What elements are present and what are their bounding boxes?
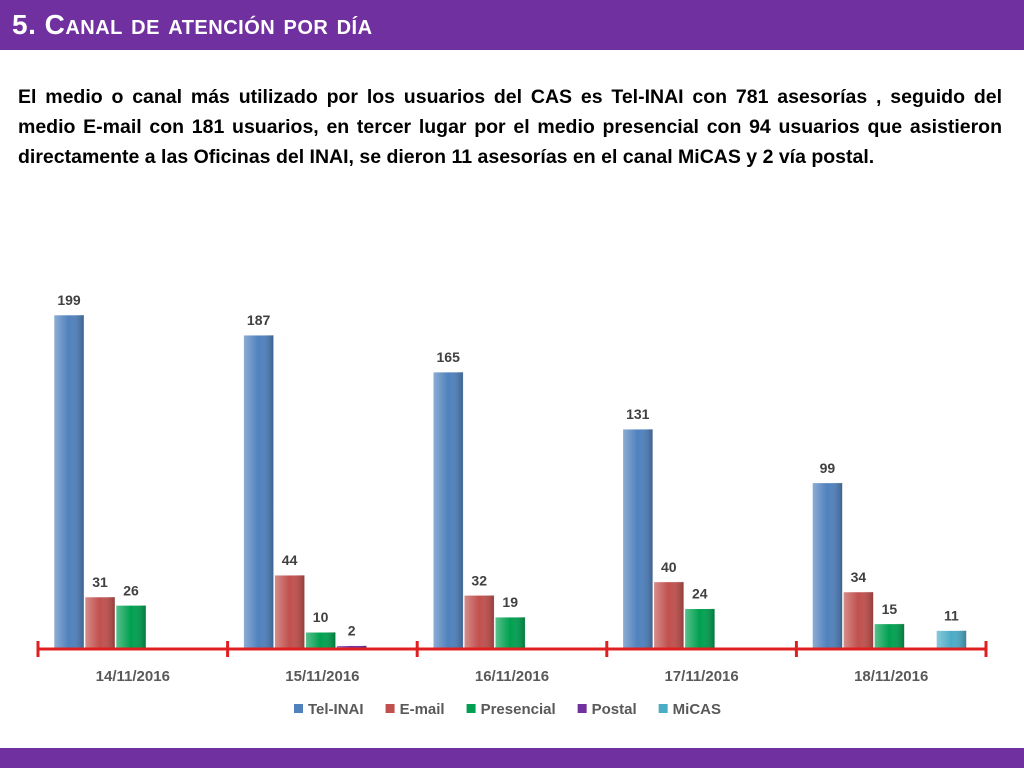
bar-shade xyxy=(243,335,274,649)
bar-shade xyxy=(843,591,874,649)
legend-entry: E-mail xyxy=(400,701,445,718)
bar-shade xyxy=(85,596,115,649)
data-label: 187 xyxy=(247,312,271,328)
intro-paragraph: El medio o canal más utilizado por los u… xyxy=(18,86,1002,168)
bar-shade xyxy=(464,595,495,649)
legend-swatch xyxy=(577,704,587,713)
data-label: 34 xyxy=(851,569,867,585)
data-label: 11 xyxy=(944,608,959,624)
legend-entry: Presencial xyxy=(481,701,556,718)
bar-shade xyxy=(116,605,146,649)
page-title: 5. Canal de atención por día xyxy=(12,9,373,40)
bar-shade xyxy=(336,645,367,649)
title-bar: 5. Canal de atención por día xyxy=(0,0,1024,50)
x-tick-label: 14/11/2016 xyxy=(96,668,170,685)
bottom-bar xyxy=(0,748,1024,768)
bar-shade xyxy=(812,482,843,649)
bar-shade xyxy=(622,429,653,649)
labels-layer: 199 187 165 131 99 31 44 32 40 34 26 10 19 24 15 2 11 xyxy=(57,292,959,639)
legend-swatch xyxy=(385,704,395,713)
bar-shade xyxy=(305,632,336,649)
bar-shade xyxy=(495,617,526,649)
x-tick-label: 15/11/2016 xyxy=(285,668,359,685)
legend: Tel-INAI E-mail Presencial Postal MiCAS xyxy=(294,701,721,718)
data-label: 15 xyxy=(882,601,898,617)
data-label: 165 xyxy=(437,349,461,365)
data-label: 19 xyxy=(502,594,518,610)
data-label: 40 xyxy=(661,559,677,575)
data-label: 2 xyxy=(348,623,356,639)
bar-chart: 14/11/2016 15/11/2016 16/11/2016 17/11/2016… xyxy=(36,292,988,718)
bars-layer xyxy=(53,314,967,650)
legend-entry: MiCAS xyxy=(673,701,721,718)
data-label: 10 xyxy=(313,609,329,625)
bar-shade xyxy=(874,623,905,649)
bar-shade xyxy=(433,372,464,649)
data-label: 26 xyxy=(123,582,139,598)
x-tick-label: 18/11/2016 xyxy=(854,668,928,685)
x-tick-label: 16/11/2016 xyxy=(475,668,549,685)
legend-swatch xyxy=(658,704,668,713)
data-label: 199 xyxy=(57,292,81,308)
x-axis: 14/11/2016 15/11/2016 16/11/2016 17/11/2016… xyxy=(36,641,988,685)
legend-swatch xyxy=(466,704,476,713)
data-label: 32 xyxy=(471,572,487,588)
bar-shade xyxy=(653,581,684,649)
bar-shade xyxy=(274,575,305,649)
bar-shade xyxy=(936,630,967,649)
legend-entry: Tel-INAI xyxy=(308,701,364,718)
legend-entry: Postal xyxy=(592,701,637,718)
data-label: 99 xyxy=(820,460,836,476)
bar-shade xyxy=(54,315,84,649)
x-tick-label: 17/11/2016 xyxy=(664,668,738,685)
data-label: 44 xyxy=(282,552,298,568)
data-label: 131 xyxy=(626,406,650,422)
bar-shade xyxy=(684,608,715,649)
data-label: 24 xyxy=(692,586,708,602)
data-label: 31 xyxy=(92,574,108,590)
legend-swatch xyxy=(294,704,303,713)
